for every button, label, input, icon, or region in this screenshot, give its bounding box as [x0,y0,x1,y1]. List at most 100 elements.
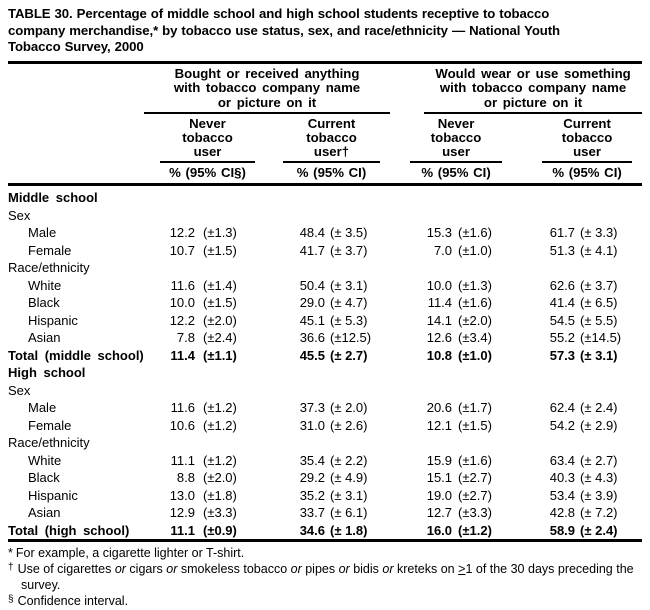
table-row: Middle school [8,185,642,207]
ci-cell: (± 3.7) [330,242,368,258]
table-row: Black 8.8 (±2.0) 29.2 (± 4.9) 15.1 (±2.7) 40.3 (… [8,469,642,487]
value-cell [255,364,325,382]
ci-cell: (±2.0) [203,312,237,328]
table-row: Total (high school) 11.1 (±0.9) 34.6 (± 1.8)… [8,522,642,541]
row-label: Male [28,400,57,415]
value-cell: 62.4 [549,400,576,415]
footnote: * For example, a cigarette lighter or T-s… [8,546,245,560]
row-label: Female [28,417,72,433]
value-cell: 11.1 [170,522,195,538]
ci-cell: (±14.5) [580,330,622,345]
ci-cell: (±1.2) [203,400,237,415]
table-row: Race/ethnicity [8,259,642,277]
value-cell: 14.1 [426,312,453,328]
column-group-bought: Bought or received anything with tobacco… [144,62,392,114]
value-cell: 61.7 [549,225,576,240]
ci-cell: (±12.5) [330,330,372,345]
ci-cell: (±1.5) [203,242,237,258]
ci-cell [325,207,392,225]
ci-cell: (±3.3) [458,505,492,520]
value-cell: 50.4 [299,277,325,293]
value-cell [502,207,575,225]
stub-header [8,62,160,114]
table-row: Male 11.6 (±1.2) 37.3 (± 2.0) 20.6 (±1.7) 62.4 (… [8,399,642,417]
ci-cell: (± 2.0) [330,400,368,415]
ci-cell: (±2.7) [458,470,492,485]
table-row: Black 10.0 (±1.5) 29.0 (± 4.7) 11.4 (±1.6) 41.4… [8,294,642,312]
value-cell: 12.7 [426,505,453,520]
row-label: Male [28,225,57,240]
value-cell: 29.0 [299,295,325,310]
ci-cell [452,364,502,382]
value-cell [502,364,575,382]
ci-cell: (± 2.7) [580,452,618,468]
value-cell: 33.7 [299,505,325,520]
table-row: Race/ethnicity [8,434,642,452]
ci-cell: (±1.5) [458,417,492,433]
value-cell: 45.1 [299,312,325,328]
value-cell: 42.8 [549,505,576,520]
ci-cell: (±1.2) [203,417,237,433]
footnote-marker: * [8,546,13,560]
measure-row: % (95% CI§) % (95% CI) % (95% CI) % (95%… [8,163,643,186]
ci-cell [195,259,255,277]
value-cell: 15.1 [426,470,453,485]
ci-cell: (± 4.7) [330,295,368,310]
ci-cell [575,207,642,225]
data-table: Bought or received anything with tobacco… [8,60,643,542]
table-row: Total (middle school) 11.4 (±1.1) 45.5 (± 2.… [8,347,642,365]
value-cell: 11.6 [170,400,195,415]
value-cell: 10.6 [169,417,195,433]
table-row: White 11.6 (±1.4) 50.4 (± 3.1) 10.0 (±1.3) 62.6… [8,277,642,295]
value-cell: 16.0 [426,522,453,538]
ci-cell: (±1.2) [203,452,237,468]
footnotes: * For example, a cigarette lighter or T-s… [8,546,642,610]
ci-cell: (± 7.2) [580,505,618,520]
ci-cell: (± 2.2) [330,452,368,468]
value-cell [160,382,195,400]
table-row: Male 12.2 (±1.3) 48.4 (± 3.5) 15.3 (±1.6) 61.7 (… [8,224,642,242]
ci-cell: (± 1.8) [330,522,368,538]
ci-cell: (±1.3) [458,277,492,293]
ci-cell: (± 2.9) [580,417,618,433]
value-cell [392,364,452,382]
value-cell: 10.0 [426,277,453,293]
value-cell: 15.3 [426,225,453,240]
value-cell: 41.7 [299,242,325,258]
ci-cell [195,207,255,225]
column-group-bought-label: Bought or received anything with tobacco… [144,64,391,114]
value-cell [160,207,195,225]
value-cell: 53.4 [549,487,576,503]
value-cell: 45.5 [299,347,325,363]
ci-cell [325,382,392,400]
table-row: Sex [8,382,642,400]
ci-cell: (±1.8) [203,487,237,503]
ci-cell [325,259,392,277]
ci-cell: (±3.3) [203,505,237,520]
value-cell: 7.0 [433,242,453,258]
ci-cell: (± 3.1) [580,347,618,363]
ci-cell [452,207,502,225]
column-group-row: Bought or received anything with tobacco… [8,62,643,114]
table-row: Asian 12.9 (±3.3) 33.7 (± 6.1) 12.7 (±3.3) 42.8… [8,504,642,522]
table-row: Female 10.6 (±1.2) 31.0 (± 2.6) 12.1 (±1.5) 54.… [8,417,642,435]
footnote: § Confidence interval. [8,593,129,608]
value-cell: 11.6 [170,277,195,293]
value-cell: 35.4 [299,452,325,468]
ci-cell: (± 6.5) [580,295,618,310]
ci-cell: (±1.0) [458,347,492,363]
value-cell [502,185,575,207]
ci-cell [195,434,255,452]
subcolumn-never-user-1: Never tobacco user [160,114,255,163]
value-cell [255,207,325,225]
value-cell: 34.6 [299,522,325,538]
subcolumn-current-user-1: Current tobacco user† [255,114,392,163]
value-cell [392,259,452,277]
value-cell [392,434,452,452]
ci-cell: (± 6.1) [330,505,368,520]
ci-cell: (± 3.1) [330,487,368,503]
table-row: Sex [8,207,642,225]
ci-cell: (± 3.9) [580,487,618,503]
value-cell: 35.2 [299,487,325,503]
ci-cell: (±1.0) [458,242,492,258]
